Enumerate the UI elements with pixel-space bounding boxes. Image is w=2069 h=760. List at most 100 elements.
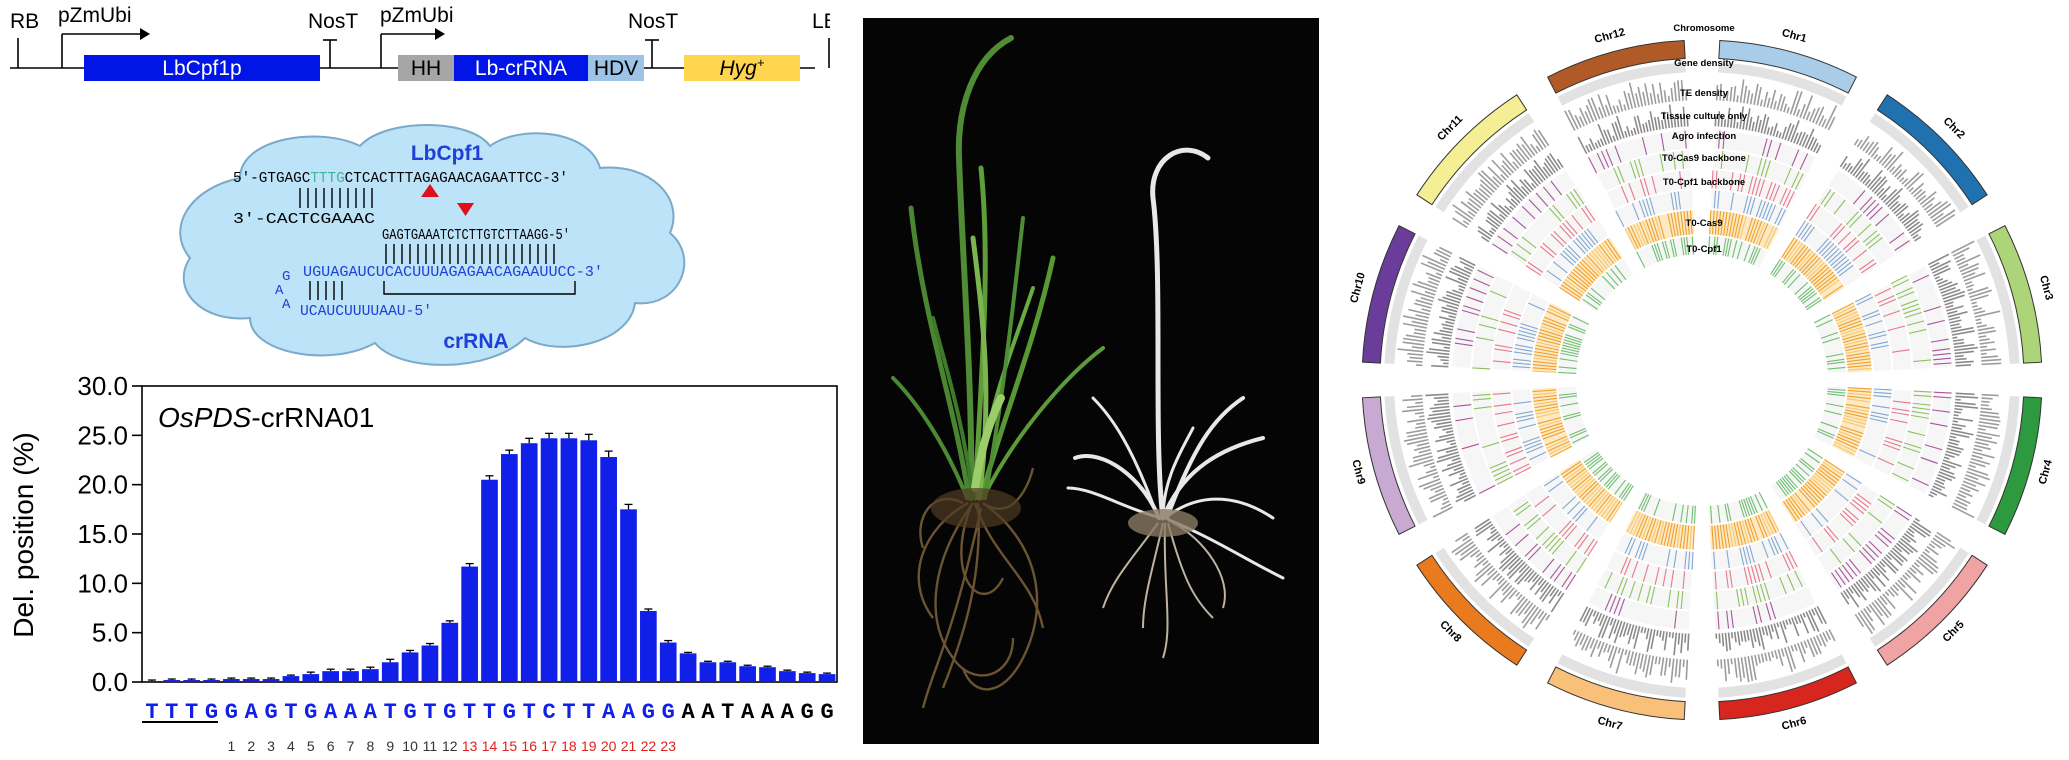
density-bar bbox=[1642, 123, 1646, 133]
density-bar bbox=[1954, 350, 1974, 355]
density-bar bbox=[1752, 628, 1757, 643]
density-bar bbox=[1901, 178, 1909, 185]
density-bar bbox=[1960, 486, 1971, 493]
density-bar bbox=[1977, 326, 1995, 332]
variant-tick bbox=[1568, 470, 1588, 486]
density-bar bbox=[1474, 189, 1489, 201]
density-bar bbox=[1680, 633, 1684, 654]
variant-tick bbox=[1728, 523, 1734, 548]
density-bar bbox=[1642, 91, 1647, 106]
sequence-base: G bbox=[443, 700, 456, 725]
density-bar bbox=[1847, 165, 1853, 173]
variant-tick bbox=[1582, 298, 1598, 310]
variant-tick bbox=[1572, 505, 1586, 520]
variant-tick bbox=[1817, 428, 1835, 437]
density-bar bbox=[1862, 575, 1877, 592]
density-bar bbox=[1964, 281, 1973, 285]
variant-tick bbox=[1475, 336, 1494, 342]
variant-tick bbox=[1640, 493, 1650, 511]
variant-tick bbox=[1708, 236, 1711, 255]
density-bar bbox=[1939, 282, 1958, 291]
chromosome-arc bbox=[1546, 666, 1686, 721]
variant-track-bg bbox=[1712, 551, 1798, 590]
variant-tick bbox=[1861, 309, 1879, 318]
variant-tick bbox=[1748, 545, 1755, 563]
variant-tick bbox=[1754, 494, 1763, 511]
density-bar bbox=[1454, 532, 1469, 543]
chromosome-label: Chr8 bbox=[1437, 619, 1463, 645]
variant-track-bg bbox=[1509, 187, 1587, 265]
variant-tick bbox=[1518, 329, 1537, 336]
variant-tick bbox=[1891, 349, 1910, 353]
variant-tick bbox=[1842, 335, 1867, 343]
density-bar bbox=[1815, 144, 1822, 154]
variant-tick bbox=[1791, 149, 1800, 167]
variant-tick bbox=[1512, 365, 1531, 369]
variant-tick bbox=[1775, 481, 1788, 497]
density-bar bbox=[1432, 475, 1440, 479]
variant-tick bbox=[1535, 526, 1550, 540]
variant-tick bbox=[1859, 196, 1873, 211]
cpf1-complex-diagram: LbCpf1 5′-GTGAGCTTTGCTCACTTTAGAGAACAGAAT… bbox=[179, 124, 686, 366]
variant-tick bbox=[1736, 241, 1743, 260]
density-bar bbox=[1659, 630, 1662, 638]
variant-tick bbox=[1933, 391, 1952, 394]
density-bar bbox=[1512, 186, 1525, 200]
variant-tick bbox=[1526, 517, 1542, 530]
sequence-base: A bbox=[364, 700, 378, 725]
density-bar bbox=[1876, 187, 1885, 197]
variant-tick bbox=[1598, 244, 1615, 265]
position-label: 6 bbox=[327, 738, 335, 754]
variant-tick bbox=[1927, 319, 1945, 326]
variant-tick bbox=[1897, 461, 1915, 470]
variant-tick bbox=[1913, 359, 1932, 363]
chart-title: OsPDS-crRNA01 bbox=[158, 402, 374, 433]
density-bar bbox=[1923, 203, 1933, 211]
density-bar bbox=[1868, 604, 1886, 626]
density-bar bbox=[1813, 607, 1824, 624]
variant-tick bbox=[1631, 203, 1640, 221]
variant-tick bbox=[1576, 557, 1587, 574]
density-bar bbox=[1974, 444, 1991, 451]
variant-tick bbox=[1599, 468, 1614, 483]
variant-tick bbox=[1799, 288, 1814, 301]
variant-tick bbox=[1533, 354, 1558, 359]
variant-tick bbox=[1638, 541, 1646, 560]
variant-tick bbox=[1781, 237, 1796, 258]
density-bar bbox=[1930, 540, 1942, 550]
variant-tick bbox=[1879, 495, 1896, 506]
variant-tick bbox=[1609, 595, 1617, 613]
variant-tick bbox=[1532, 364, 1557, 368]
density-bar bbox=[1423, 481, 1442, 490]
density-bar bbox=[1589, 639, 1599, 658]
density-bar bbox=[1545, 614, 1551, 621]
density-bar bbox=[1784, 647, 1794, 672]
variant-tick bbox=[1478, 484, 1496, 494]
cut-site-bottom-arrow bbox=[457, 203, 474, 216]
density-bar bbox=[1928, 543, 1936, 549]
bar bbox=[183, 680, 200, 682]
position-label: 17 bbox=[541, 738, 557, 754]
density-bar bbox=[1449, 477, 1469, 487]
density-bar bbox=[1858, 579, 1869, 593]
density-bar bbox=[1889, 166, 1896, 173]
variant-tick bbox=[1820, 421, 1838, 429]
density-bar bbox=[1498, 552, 1517, 570]
rb-label: RB bbox=[10, 10, 39, 33]
variant-tick bbox=[1685, 505, 1689, 524]
variant-tick bbox=[1604, 593, 1613, 611]
variant-tick bbox=[1837, 433, 1861, 444]
density-bar bbox=[1402, 398, 1423, 402]
variant-tick bbox=[1560, 350, 1579, 355]
variant-tick bbox=[1624, 228, 1637, 251]
variant-tick bbox=[1711, 170, 1714, 189]
density-bar bbox=[1520, 136, 1536, 156]
position-label: 21 bbox=[621, 738, 637, 754]
density-bar bbox=[1628, 82, 1637, 109]
density-bar bbox=[1906, 172, 1925, 190]
bars bbox=[143, 432, 836, 682]
variant-tick bbox=[1890, 275, 1908, 285]
density-bar bbox=[1860, 577, 1870, 589]
variant-tick bbox=[1868, 237, 1883, 250]
